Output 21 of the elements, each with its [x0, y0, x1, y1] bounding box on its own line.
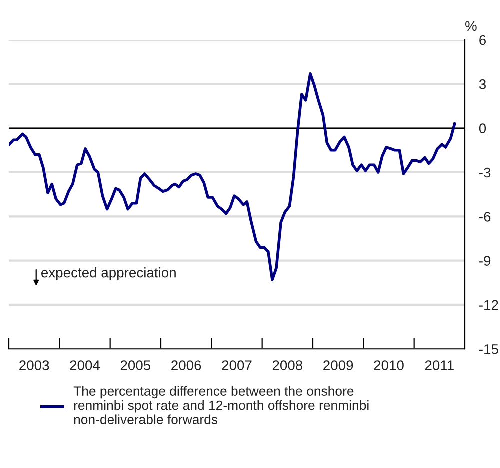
- x-tick-label: 2009: [324, 360, 354, 370]
- y-tick-label: -9: [480, 256, 491, 266]
- y-tick-label: -6: [480, 212, 491, 222]
- line-series: [9, 72, 456, 282]
- x-tick-label: 2011: [425, 360, 454, 370]
- x-tick-label: 2010: [374, 360, 404, 370]
- y-tick-label: -15: [480, 344, 498, 354]
- annotation: expected appreciation: [42, 268, 176, 280]
- y-axis-title: %: [465, 21, 477, 32]
- y-tick-label: 3: [479, 80, 486, 90]
- x-tick-label: 2003: [20, 360, 50, 370]
- x-tick-label: 2007: [222, 360, 252, 370]
- x-tick-label: 2004: [70, 360, 100, 370]
- y-tick-label: 6: [480, 35, 486, 46]
- x-tick-label: 2005: [120, 360, 151, 370]
- y-tick-label: -3: [480, 168, 491, 178]
- x-tick-label: 2006: [172, 360, 202, 370]
- y-tick-label: 0: [479, 124, 486, 134]
- legend-label: The percentage difference between the onshore renminbi spot rate and 12-month offshore renminbi non-deliverable forwards: [74, 386, 369, 424]
- y-tick-label: -12: [480, 300, 498, 310]
- x-tick-label: 2008: [272, 360, 303, 370]
